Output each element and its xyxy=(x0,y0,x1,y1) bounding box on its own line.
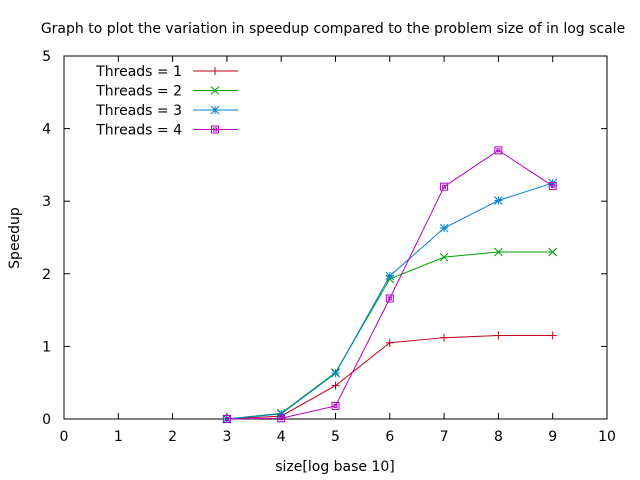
x-tick-label: 10 xyxy=(598,429,616,445)
data-point xyxy=(331,368,340,378)
x-tick-label: 2 xyxy=(168,429,177,445)
y-tick-label: 1 xyxy=(42,339,51,355)
legend-item: Threads = 4 xyxy=(95,123,238,139)
legend-label: Threads = 4 xyxy=(95,123,182,139)
x-tick-label: 9 xyxy=(548,429,557,445)
legend-item: Threads = 1 xyxy=(95,64,238,80)
legend-marker xyxy=(211,67,219,75)
data-point xyxy=(331,401,340,410)
x-tick-label: 1 xyxy=(114,429,123,445)
data-point xyxy=(494,146,503,155)
x-tick-label: 7 xyxy=(440,429,449,445)
data-point xyxy=(494,196,503,205)
series-1 xyxy=(222,331,557,423)
x-axis-label: size[log base 10] xyxy=(275,459,395,475)
series-layer xyxy=(222,146,558,424)
x-tick-label: 8 xyxy=(494,429,503,445)
data-point xyxy=(440,182,449,191)
data-point xyxy=(385,338,394,347)
y-axis-ticks: 0 1 2 3 4 5 xyxy=(42,49,607,428)
legend-item: Threads = 2 xyxy=(95,84,238,100)
legend: Threads = 1 Threads = 2 Threads = 3 Threads… xyxy=(95,64,238,139)
data-point xyxy=(439,223,449,233)
data-point xyxy=(439,252,449,262)
y-tick-label: 4 xyxy=(42,122,51,138)
series-line xyxy=(226,149,553,420)
chart-title: Graph to plot the variation in speedup c… xyxy=(41,21,625,37)
data-point xyxy=(277,414,286,423)
legend-marker xyxy=(210,86,220,95)
data-point xyxy=(548,181,557,190)
y-tick-label: 5 xyxy=(42,49,51,65)
legend-marker xyxy=(210,105,220,115)
legend-label: Threads = 3 xyxy=(95,103,182,119)
series-line xyxy=(226,182,553,420)
data-point xyxy=(385,271,395,281)
data-point xyxy=(440,333,449,342)
x-tick-label: 3 xyxy=(222,429,231,445)
series-4 xyxy=(222,146,557,423)
y-tick-label: 2 xyxy=(42,267,51,283)
data-point xyxy=(331,381,340,390)
y-tick-label: 3 xyxy=(42,194,51,210)
data-point xyxy=(548,331,557,340)
y-axis-label: Speedup xyxy=(7,207,23,269)
data-point xyxy=(494,331,503,340)
data-point xyxy=(222,415,231,423)
series-line xyxy=(226,335,553,420)
data-point xyxy=(385,294,394,303)
legend-item: Threads = 3 xyxy=(95,103,238,119)
x-tick-label: 6 xyxy=(385,429,394,445)
legend-marker xyxy=(211,125,219,134)
x-tick-label: 5 xyxy=(331,429,340,445)
x-tick-label: 0 xyxy=(60,429,69,445)
x-tick-label: 4 xyxy=(277,429,286,445)
legend-label: Threads = 1 xyxy=(95,64,182,80)
series-3 xyxy=(222,178,558,424)
data-point xyxy=(494,247,503,257)
data-point xyxy=(548,247,558,257)
y-tick-label: 0 xyxy=(42,412,51,428)
data-point xyxy=(548,178,558,188)
legend-label: Threads = 2 xyxy=(95,84,182,100)
